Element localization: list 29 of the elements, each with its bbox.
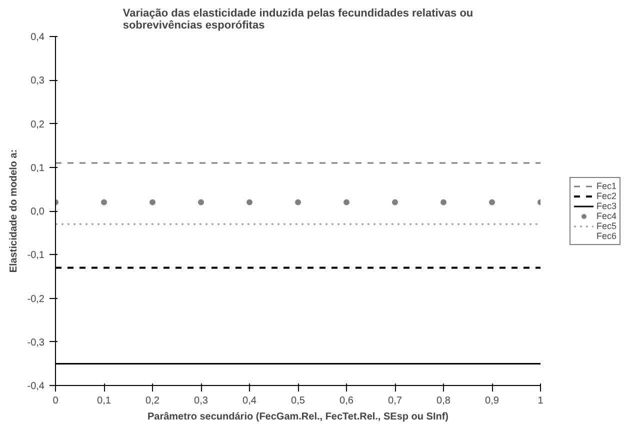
- legend-label: Fec4: [596, 210, 617, 220]
- x-tick-label: 0,3: [194, 396, 208, 406]
- x-tick-label: 0,8: [436, 396, 451, 406]
- x-tick-label: 0,9: [485, 396, 500, 406]
- x-tick-label: 0,6: [340, 396, 354, 406]
- y-tick-label: -0,2: [27, 294, 45, 305]
- y-tick-label: -0,4: [27, 381, 45, 392]
- x-tick-label: 0,2: [146, 396, 160, 406]
- y-axis-title: Elasticidade do modelo a:: [8, 149, 20, 273]
- x-axis-title: Parâmetro secundário (FecGam.Rel., FecTet.Rel., SEsp ou SInf): [147, 412, 449, 422]
- y-tick-label: 0,4: [30, 32, 45, 43]
- legend-label: Fec5: [596, 220, 617, 230]
- x-tick-label: 0,1: [97, 396, 112, 406]
- y-tick-label: 0,3: [30, 76, 45, 87]
- y-tick-label: -0,1: [27, 250, 45, 262]
- y-tick-label: 0,2: [30, 119, 45, 130]
- x-tick-label: 1: [538, 396, 544, 406]
- y-tick-label: -0,3: [27, 337, 45, 348]
- x-tick-label: 0: [52, 396, 59, 406]
- y-tick-label: 0,0: [30, 206, 45, 218]
- text: Fec6: [596, 230, 617, 240]
- y-tick-label: 0,1: [30, 162, 45, 174]
- legend-label: Fec2: [596, 190, 617, 200]
- x-tick-label: 0,4: [242, 396, 257, 406]
- x-tick-label: 0,5: [291, 396, 306, 406]
- chart-title: Variação das elasticidade induzida pelas fecundidades relativas ou sobrevivências esporófitas: [122, 8, 474, 32]
- legend-label: Fec1: [596, 180, 617, 190]
- x-tick-label: 0,7: [388, 396, 402, 406]
- legend-label: Fec3: [596, 200, 617, 210]
